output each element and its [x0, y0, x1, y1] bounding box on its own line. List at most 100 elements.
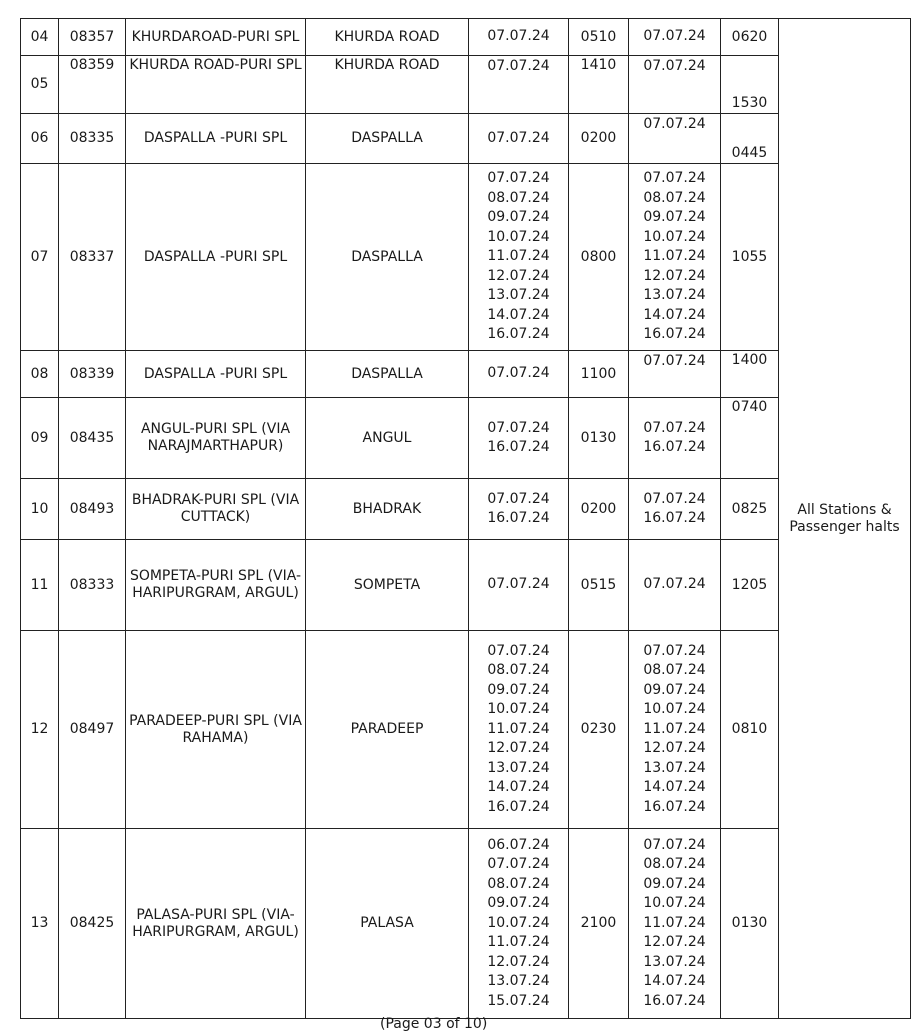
- arrival-time: 0445: [720, 113, 779, 164]
- arrival-date: 14.07.24: [643, 306, 706, 323]
- departure-date: 07.07.24: [487, 419, 550, 436]
- departure-dates: 07.07.24: [468, 539, 569, 631]
- departure-dates: 07.07.24: [468, 55, 569, 114]
- departure-date: 12.07.24: [487, 953, 550, 970]
- arrival-date: 07.07.24: [643, 576, 706, 593]
- train-name: BHADRAK-PURI SPL (VIA CUTTACK): [125, 478, 306, 540]
- departure-date: 07.07.24: [487, 28, 550, 45]
- arrival-date: 07.07.24: [643, 419, 706, 436]
- table-row: 06 08335 DASPALLA -PURI SPL DASPALLA 07.07.2…: [20, 113, 911, 164]
- train-name: DASPALLA -PURI SPL: [125, 163, 306, 351]
- departure-time: 0510: [568, 18, 629, 56]
- train-number: 08425: [58, 828, 126, 1019]
- table-row: 08 08339 DASPALLA -PURI SPL DASPALLA 07.07.2…: [20, 350, 911, 398]
- serial-number: 04: [20, 18, 59, 56]
- arrival-dates: 07.07.24: [628, 350, 721, 398]
- arrival-date: 16.07.24: [643, 326, 706, 343]
- train-name: DASPALLA -PURI SPL: [125, 350, 306, 398]
- origin-station: PARADEEP: [305, 630, 469, 829]
- arrival-dates: 07.07.24 08.07.24 09.07.24 10.07.24 11.07.24…: [628, 163, 721, 351]
- train-number: 08497: [58, 630, 126, 829]
- departure-date: 14.07.24: [487, 779, 550, 796]
- departure-date: 16.07.24: [487, 510, 550, 526]
- departure-date: 14.07.24: [487, 306, 550, 323]
- departure-time: 0200: [568, 478, 629, 540]
- departure-dates: 07.07.24 08.07.24 09.07.24 10.07.24 11.07.24…: [468, 630, 569, 829]
- arrival-date: 13.07.24: [643, 953, 706, 970]
- departure-date: 10.07.24: [487, 701, 550, 718]
- departure-date: 15.07.24: [487, 992, 550, 1009]
- departure-date: 09.07.24: [487, 681, 550, 698]
- arrival-time: 0620: [720, 18, 779, 56]
- departure-date: 09.07.24: [487, 209, 550, 226]
- arrival-date: 13.07.24: [643, 287, 706, 304]
- train-number: 08435: [58, 397, 126, 479]
- arrival-dates: 07.07.24 16.07.24: [628, 478, 721, 540]
- arrival-date: 16.07.24: [643, 439, 706, 455]
- arrival-date: 12.07.24: [643, 740, 706, 757]
- arrival-date: 08.07.24: [643, 189, 706, 206]
- train-number: 08337: [58, 163, 126, 351]
- departure-dates: 07.07.24: [468, 350, 569, 398]
- special-trains-table: 04 08357 KHURDAROAD-PURI SPL KHURDA ROAD 07.…: [20, 18, 911, 1019]
- departure-date: 07.07.24: [487, 365, 550, 382]
- table-row: 09 08435 ANGUL-PURI SPL (VIA NARAJMARTHAPU…: [20, 397, 911, 479]
- arrival-date: 09.07.24: [643, 875, 706, 892]
- arrival-date: 12.07.24: [643, 934, 706, 951]
- arrival-date: 08.07.24: [643, 662, 706, 679]
- table-row: 11 08333 SOMPETA-PURI SPL (VIA-HARIPURGRAM…: [20, 539, 911, 631]
- arrival-date: 07.07.24: [643, 642, 706, 659]
- departure-date: 06.07.24: [487, 836, 550, 853]
- remarks: All Stations & Passenger halts: [778, 18, 911, 1019]
- arrival-date: 14.07.24: [643, 779, 706, 796]
- train-number: 08359: [58, 55, 126, 114]
- serial-number: 06: [20, 113, 59, 164]
- arrival-dates: 07.07.24 08.07.24 09.07.24 10.07.24 11.07.24…: [628, 828, 721, 1019]
- departure-date: 12.07.24: [487, 740, 550, 757]
- serial-number: 08: [20, 350, 59, 398]
- train-number: 08493: [58, 478, 126, 540]
- arrival-dates: 07.07.24 08.07.24 09.07.24 10.07.24 11.07.24…: [628, 630, 721, 829]
- table-row: 12 08497 PARADEEP-PURI SPL (VIA RAHAMA) PAR…: [20, 630, 911, 829]
- departure-time: 2100: [568, 828, 629, 1019]
- arrival-dates: 07.07.24 16.07.24: [628, 397, 721, 479]
- arrival-time: 0825: [720, 478, 779, 540]
- arrival-date: 08.07.24: [643, 856, 706, 873]
- train-number: 08339: [58, 350, 126, 398]
- arrival-dates: 07.07.24: [628, 539, 721, 631]
- table-row: 10 08493 BHADRAK-PURI SPL (VIA CUTTACK) BHA…: [20, 478, 911, 540]
- departure-dates: 07.07.24 16.07.24: [468, 397, 569, 479]
- arrival-date: 11.07.24: [643, 720, 706, 737]
- arrival-time: 1530: [720, 55, 779, 114]
- train-number: 08357: [58, 18, 126, 56]
- departure-date: 08.07.24: [487, 875, 550, 892]
- departure-date: 10.07.24: [487, 914, 550, 931]
- origin-station: DASPALLA: [305, 113, 469, 164]
- departure-date: 13.07.24: [487, 759, 550, 776]
- train-name: SOMPETA-PURI SPL (VIA-HARIPURGRAM, ARGUL…: [125, 539, 306, 631]
- arrival-date: 14.07.24: [643, 973, 706, 990]
- serial-number: 12: [20, 630, 59, 829]
- arrival-date: 07.07.24: [643, 28, 706, 45]
- train-number: 08333: [58, 539, 126, 631]
- arrival-date: 16.07.24: [643, 992, 706, 1009]
- departure-dates: 07.07.24 08.07.24 09.07.24 10.07.24 11.07.24…: [468, 163, 569, 351]
- departure-date: 11.07.24: [487, 934, 550, 951]
- arrival-date: 07.07.24: [643, 836, 706, 853]
- departure-date: 11.07.24: [487, 720, 550, 737]
- arrival-date: 09.07.24: [643, 681, 706, 698]
- arrival-time: 0130: [720, 828, 779, 1019]
- departure-date: 07.07.24: [487, 58, 550, 74]
- departure-time: 0230: [568, 630, 629, 829]
- arrival-date: 10.07.24: [643, 895, 706, 912]
- serial-number: 10: [20, 478, 59, 540]
- departure-dates: 07.07.24 16.07.24: [468, 478, 569, 540]
- departure-time: 0130: [568, 397, 629, 479]
- train-name: KHURDA ROAD-PURI SPL: [125, 55, 306, 114]
- departure-date: 07.07.24: [487, 576, 550, 593]
- departure-date: 16.07.24: [487, 326, 550, 343]
- serial-number: 05: [20, 55, 59, 114]
- table-row: 13 08425 PALASA-PURI SPL (VIA-HARIPURGRAM,…: [20, 828, 911, 1019]
- origin-station: PALASA: [305, 828, 469, 1019]
- table-row: 05 08359 KHURDA ROAD-PURI SPL KHURDA ROAD 07…: [20, 55, 911, 114]
